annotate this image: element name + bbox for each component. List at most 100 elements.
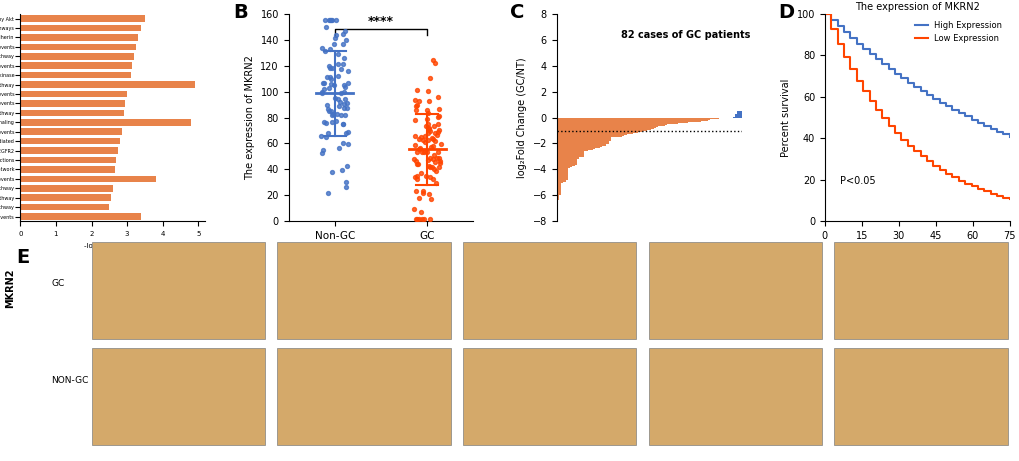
Point bbox=[411, 144, 427, 152]
Point bbox=[426, 130, 442, 137]
Point bbox=[334, 140, 351, 147]
Line: Low Expression: Low Expression bbox=[824, 14, 1009, 200]
Point bbox=[431, 158, 447, 165]
FancyBboxPatch shape bbox=[92, 348, 265, 445]
Bar bbox=[20, 100, 125, 106]
Bar bbox=[666, 118, 668, 124]
Point bbox=[408, 215, 424, 222]
Point bbox=[421, 98, 437, 105]
Point bbox=[326, 94, 342, 101]
Bar bbox=[608, 118, 610, 141]
Point bbox=[413, 170, 429, 177]
High Expression bbox=[850, 35, 862, 41]
Point bbox=[320, 107, 336, 115]
Point bbox=[409, 215, 425, 222]
Point bbox=[339, 79, 356, 87]
Point bbox=[320, 189, 336, 197]
X-axis label: Time(months): Time(months) bbox=[882, 247, 951, 257]
Point bbox=[319, 101, 335, 109]
Bar bbox=[651, 118, 653, 129]
Point bbox=[332, 112, 348, 119]
Low Expression bbox=[818, 11, 830, 17]
Bar bbox=[629, 118, 631, 134]
Point bbox=[340, 67, 357, 75]
Bar bbox=[594, 118, 597, 148]
Bar bbox=[566, 118, 568, 180]
Point bbox=[339, 141, 356, 148]
Point bbox=[321, 73, 337, 80]
Point bbox=[432, 159, 448, 166]
Bar bbox=[581, 118, 583, 157]
Bar bbox=[20, 91, 127, 97]
Point bbox=[315, 146, 331, 154]
Bar bbox=[640, 118, 642, 132]
Bar bbox=[646, 118, 648, 130]
Point bbox=[335, 100, 352, 107]
Point bbox=[337, 178, 354, 185]
Bar bbox=[672, 118, 674, 124]
Point bbox=[318, 133, 334, 141]
Point bbox=[328, 111, 344, 118]
Point bbox=[330, 145, 346, 152]
Point bbox=[421, 124, 437, 131]
Point bbox=[424, 142, 440, 149]
Bar bbox=[583, 118, 586, 151]
Text: B: B bbox=[233, 4, 248, 23]
Text: MKRN2: MKRN2 bbox=[5, 268, 15, 308]
Point bbox=[316, 85, 332, 93]
Point bbox=[422, 164, 438, 171]
Point bbox=[323, 169, 339, 176]
Point bbox=[325, 82, 341, 89]
Point bbox=[327, 17, 343, 24]
Point bbox=[408, 187, 424, 195]
Bar bbox=[626, 118, 629, 135]
High Expression bbox=[837, 30, 849, 35]
Bar bbox=[20, 176, 155, 182]
Bar bbox=[597, 118, 599, 148]
Point bbox=[416, 215, 432, 222]
Point bbox=[407, 141, 423, 148]
Bar bbox=[20, 43, 136, 50]
Bar bbox=[689, 118, 691, 122]
Bar bbox=[734, 114, 737, 118]
Bar bbox=[20, 110, 123, 116]
Point bbox=[425, 122, 441, 130]
Point bbox=[415, 189, 431, 197]
Point bbox=[430, 164, 446, 171]
Point bbox=[410, 161, 426, 168]
High Expression bbox=[952, 110, 964, 116]
Point bbox=[414, 148, 430, 156]
FancyBboxPatch shape bbox=[277, 242, 450, 339]
Point bbox=[419, 148, 435, 155]
FancyBboxPatch shape bbox=[463, 242, 636, 339]
Point bbox=[427, 167, 443, 174]
Bar bbox=[714, 118, 716, 119]
Point bbox=[409, 160, 425, 168]
Bar bbox=[732, 117, 734, 118]
FancyBboxPatch shape bbox=[648, 348, 821, 445]
Low Expression bbox=[824, 27, 837, 32]
Point bbox=[329, 50, 345, 58]
Bar bbox=[603, 118, 605, 146]
Point bbox=[417, 172, 433, 179]
Point bbox=[334, 120, 351, 128]
High Expression bbox=[824, 18, 837, 23]
Point bbox=[426, 152, 442, 159]
Point bbox=[313, 133, 329, 140]
Point bbox=[421, 174, 437, 181]
Bar bbox=[691, 118, 694, 122]
Point bbox=[338, 100, 355, 107]
Point bbox=[320, 129, 336, 136]
Low Expression bbox=[850, 66, 862, 72]
Bar bbox=[620, 118, 622, 137]
Bar bbox=[739, 112, 741, 118]
Point bbox=[407, 116, 423, 124]
FancyBboxPatch shape bbox=[834, 242, 1007, 339]
Point bbox=[419, 109, 435, 117]
Point bbox=[316, 79, 332, 87]
Bar bbox=[648, 118, 651, 130]
FancyBboxPatch shape bbox=[463, 348, 636, 445]
Point bbox=[426, 165, 442, 172]
Bar bbox=[20, 185, 113, 192]
Point bbox=[318, 120, 334, 127]
